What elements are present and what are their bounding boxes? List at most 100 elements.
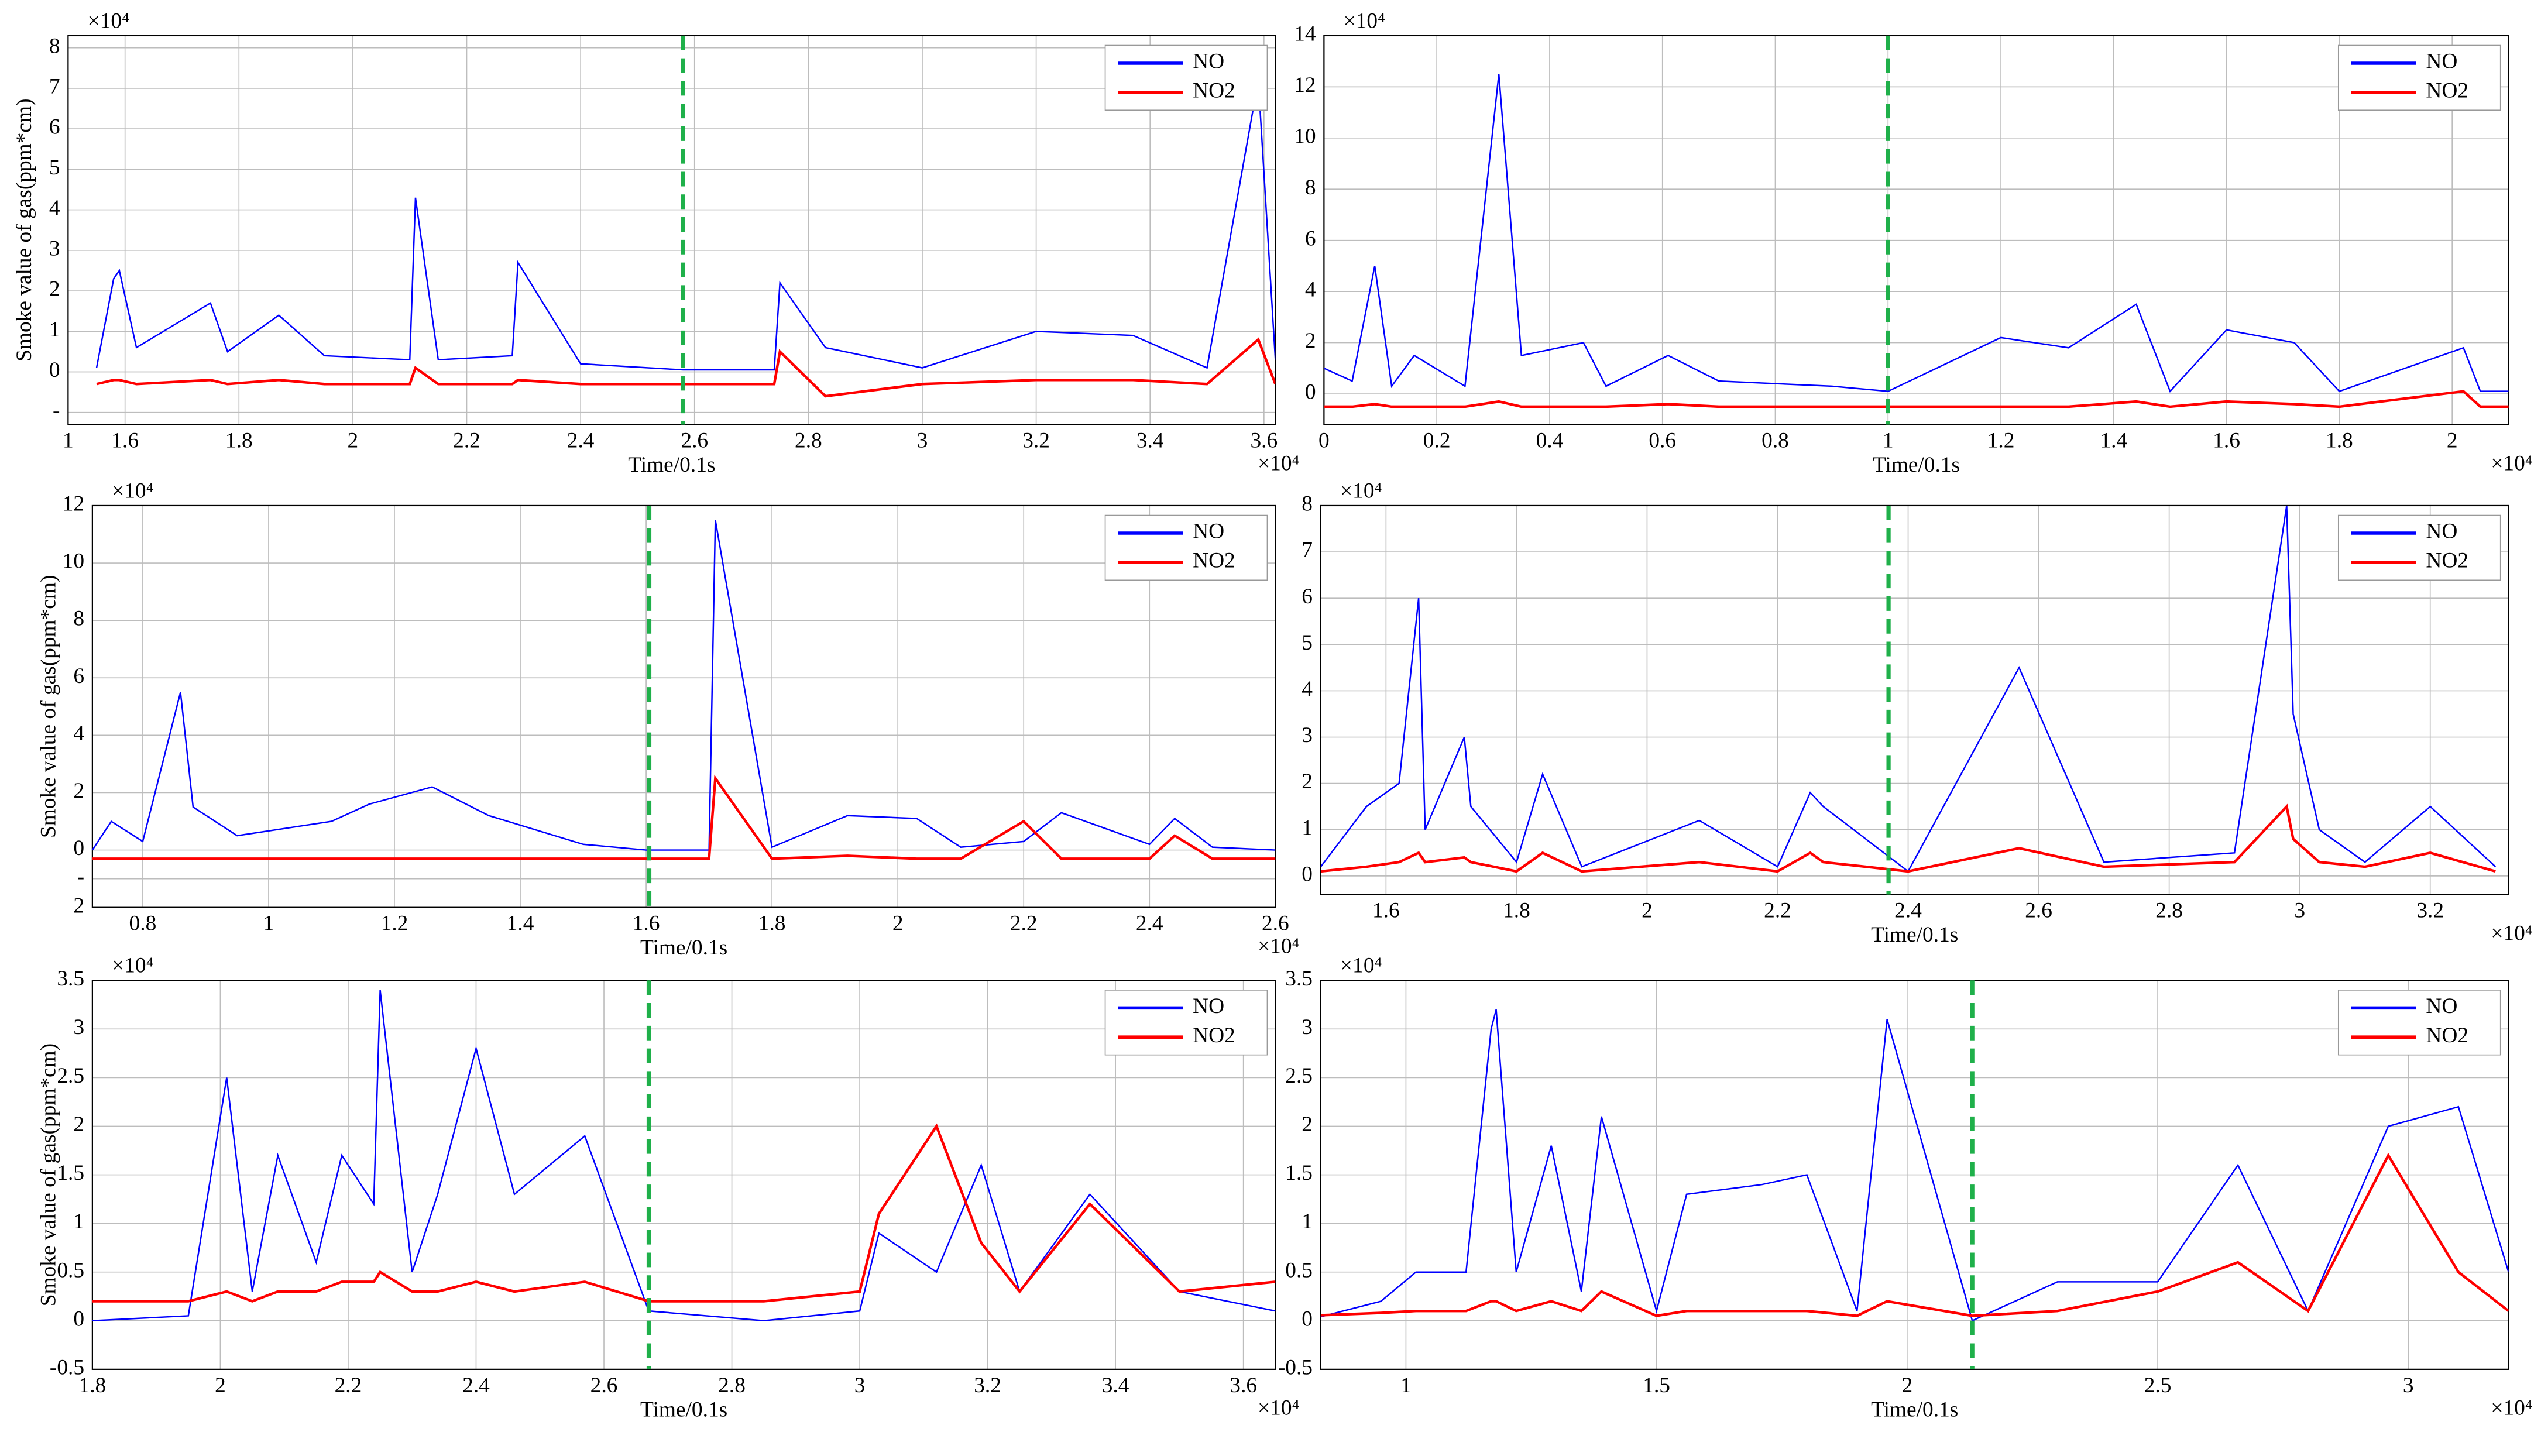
series-line bbox=[95, 80, 1276, 371]
legend-label: NO bbox=[1193, 50, 1224, 74]
legend-label: NO2 bbox=[2426, 548, 2468, 572]
series-line bbox=[92, 1123, 1276, 1303]
y-tick-label: 1 bbox=[49, 318, 60, 342]
x-tick-label: 1.2 bbox=[381, 912, 408, 936]
y-tick-label: 1 bbox=[1302, 1210, 1313, 1234]
series-line bbox=[1320, 505, 2497, 873]
y-tick-label: 2 bbox=[1302, 770, 1313, 794]
y-axis-label: Smoke value of gas(ppm*cm) bbox=[36, 1043, 60, 1306]
legend-box bbox=[1104, 44, 1268, 111]
y-tick-label: -0.5 bbox=[1278, 1355, 1313, 1379]
x-tick-label: 2.6 bbox=[2025, 899, 2052, 923]
x-tick-label: 2.5 bbox=[2144, 1373, 2172, 1397]
x-tick-label: 2.2 bbox=[1010, 912, 1038, 936]
x-tick-label: 2 bbox=[1642, 899, 1653, 923]
y-tick-label: 7 bbox=[49, 74, 60, 98]
y-tick-label: 0 bbox=[1302, 862, 1313, 886]
x-tick-label: 2.2 bbox=[453, 429, 480, 453]
series-line bbox=[1320, 1152, 2509, 1317]
y-tick-label: 2.5 bbox=[1285, 1064, 1313, 1088]
series-line bbox=[92, 520, 1276, 851]
x-multiplier: ×10⁴ bbox=[2491, 451, 2532, 475]
x-tick-label: 0.2 bbox=[1423, 429, 1451, 453]
y-tick-label: 12 bbox=[63, 492, 84, 516]
x-tick-label: 1.8 bbox=[2326, 429, 2353, 453]
legend-label: NO2 bbox=[1193, 548, 1235, 572]
x-tick-label: 2 bbox=[1902, 1373, 1913, 1397]
y-tick-label: 8 bbox=[1305, 176, 1316, 200]
legend-label: NO2 bbox=[2426, 78, 2468, 102]
axes-box bbox=[1320, 980, 2509, 1370]
x-tick-label: 1.2 bbox=[1987, 429, 2015, 453]
x-tick-label: 2.4 bbox=[567, 429, 595, 453]
x-tick-label: 2.4 bbox=[1894, 899, 1922, 923]
x-multiplier: ×10⁴ bbox=[2491, 1396, 2532, 1420]
y-tick-label: 5 bbox=[1302, 631, 1313, 655]
y-axis-label: Smoke value of gas(ppm*cm) bbox=[36, 575, 60, 838]
subplot: 1.8 2 2.2 2.4 2.6 2.8 3 3.2 3.4 3.6 -0.5 0 0.5 1 1.5 2 2… bbox=[36, 954, 1299, 1422]
x-tick-label: 1.6 bbox=[1372, 899, 1400, 923]
y-tick-label: 2.5 bbox=[57, 1064, 84, 1088]
y-tick-label: 7 bbox=[1302, 538, 1313, 562]
x-tick-label: 3 bbox=[2403, 1373, 2414, 1397]
y-tick-label: 12 bbox=[1294, 73, 1316, 97]
x-multiplier: ×10⁴ bbox=[1258, 1396, 1299, 1420]
legend-label: NO2 bbox=[2426, 1024, 2468, 1048]
x-tick-label: 3 bbox=[2294, 899, 2305, 923]
y-tick-label: 3.5 bbox=[57, 967, 84, 991]
y-axis-label: Smoke value of gas(ppm*cm) bbox=[12, 98, 36, 361]
legend-box bbox=[2337, 990, 2501, 1056]
x-tick-label: 0.6 bbox=[1649, 429, 1676, 453]
subplot: 1 1.5 2 2.5 3 -0.5 0 0.5 1 1.5 2 2.5 3 3.5 NO NO2 Time/0… bbox=[1278, 954, 2533, 1422]
y-multiplier: ×10⁴ bbox=[112, 954, 153, 978]
x-tick-label: 3.2 bbox=[2416, 899, 2444, 923]
x-tick-label: 1.8 bbox=[758, 912, 786, 936]
x-multiplier: ×10⁴ bbox=[1258, 934, 1299, 958]
subplot: 1 1.6 1.8 2 2.2 2.4 2.6 2.8 3 3.2 3.4 3.6 - 0 1 2 3 4 5 6 7 8… bbox=[12, 9, 1300, 477]
y-multiplier: ×10⁴ bbox=[1344, 9, 1385, 33]
y-tick-label: 8 bbox=[73, 607, 84, 631]
x-axis-label: Time/0.1s bbox=[640, 936, 727, 960]
x-tick-label: 1.6 bbox=[2213, 429, 2240, 453]
y-tick-label: 3.5 bbox=[1285, 967, 1313, 991]
y-tick-label: 3 bbox=[49, 236, 60, 260]
y-tick-label: 6 bbox=[49, 115, 60, 139]
y-tick-label: 1 bbox=[1302, 816, 1313, 840]
legend-label: NO bbox=[2426, 994, 2457, 1018]
x-tick-label: 0.4 bbox=[1536, 429, 1564, 453]
x-tick-label: 2.2 bbox=[335, 1373, 362, 1397]
x-tick-label: 2.6 bbox=[590, 1373, 618, 1397]
y-multiplier: ×10⁴ bbox=[112, 479, 153, 503]
x-tick-label: 3.2 bbox=[974, 1373, 1001, 1397]
legend-label: NO bbox=[2426, 50, 2457, 74]
x-tick-label: 1 bbox=[63, 429, 74, 453]
y-tick-label: 6 bbox=[1302, 585, 1313, 609]
y-tick-label: 6 bbox=[1305, 226, 1316, 250]
x-tick-label: 1 bbox=[1883, 429, 1894, 453]
series-line bbox=[96, 337, 1276, 398]
x-tick-label: 3.6 bbox=[1250, 429, 1278, 453]
x-tick-label: 2.2 bbox=[1764, 899, 1791, 923]
y-tick-label: 0.5 bbox=[57, 1258, 84, 1282]
x-tick-label: 0 bbox=[1318, 429, 1330, 453]
axes-box bbox=[1323, 35, 2509, 425]
x-tick-label: 3.4 bbox=[1102, 1373, 1129, 1397]
subplot: 1.6 1.8 2 2.2 2.4 2.6 2.8 3 3.2 0 1 2 3 4 5 6 7 8 NO NO2 Tim… bbox=[1302, 479, 2533, 947]
x-axis-label: Time/0.1s bbox=[628, 453, 715, 477]
legend-box bbox=[2337, 514, 2501, 581]
x-tick-label: 2 bbox=[215, 1373, 226, 1397]
x-tick-label: 1 bbox=[1400, 1373, 1412, 1397]
y-tick-label: 2 bbox=[73, 779, 84, 803]
x-tick-label: 0.8 bbox=[1761, 429, 1789, 453]
legend-label: NO bbox=[1193, 994, 1224, 1018]
y-tick-label: 10 bbox=[63, 550, 84, 574]
y-multiplier: ×10⁴ bbox=[1340, 954, 1382, 978]
y-tick-label: 4 bbox=[49, 196, 60, 220]
x-tick-label: 1 bbox=[263, 912, 274, 936]
axes-box bbox=[1320, 504, 2509, 895]
x-axis-label: Time/0.1s bbox=[640, 1397, 727, 1421]
y-tick-label: 8 bbox=[1302, 492, 1313, 516]
legend-box bbox=[2337, 44, 2501, 111]
x-multiplier: ×10⁴ bbox=[2491, 921, 2532, 945]
